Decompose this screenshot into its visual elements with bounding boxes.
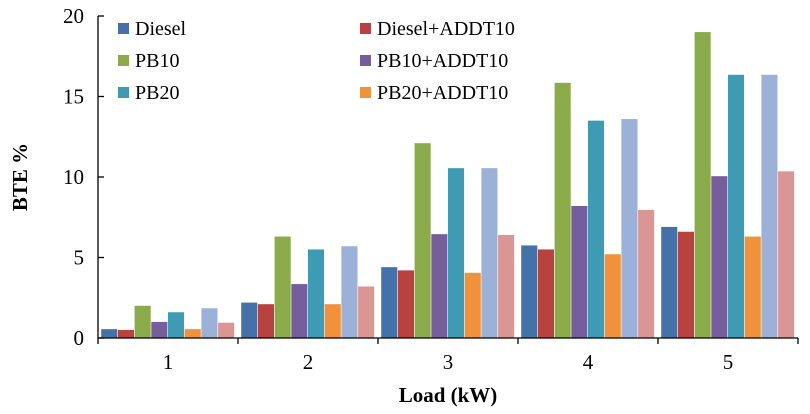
bar-s5-load-3	[448, 168, 465, 338]
bar-s6-load-1	[184, 329, 201, 338]
bar-s7-load-2	[341, 246, 358, 338]
legend-swatch	[118, 55, 129, 66]
legend-label: PB10+ADDT10	[377, 50, 508, 72]
bar-s1-load-3	[381, 267, 398, 338]
y-tick-label: 15	[63, 85, 84, 109]
bar-s3-load-4	[554, 82, 571, 338]
bar-s2-load-3	[397, 270, 414, 338]
x-tick-label: 4	[583, 350, 594, 374]
bar-s2-load-2	[257, 304, 274, 338]
bar-s6-load-5	[744, 236, 761, 338]
bar-s8-load-4	[638, 210, 655, 338]
bar-s3-load-2	[274, 236, 291, 338]
y-tick-label: 0	[74, 326, 85, 350]
bar-s1-load-4	[521, 245, 538, 338]
legend-label: Diesel+ADDT10	[377, 18, 515, 40]
bar-s8-load-5	[778, 171, 795, 338]
x-tick-label: 2	[303, 350, 314, 374]
legend-label: PB10	[135, 50, 179, 72]
bar-s6-load-3	[464, 272, 481, 338]
bar-s4-load-4	[571, 205, 588, 338]
bars-layer	[101, 32, 795, 339]
y-tick-label: 20	[63, 4, 84, 28]
bar-s1-load-1	[101, 329, 118, 338]
legend-label: PB20	[135, 82, 179, 104]
bar-s8-load-1	[218, 322, 235, 338]
legend-label: Diesel	[135, 18, 187, 40]
x-tick-label: 3	[443, 350, 454, 374]
bar-s7-load-3	[481, 168, 498, 338]
bar-s2-load-1	[117, 329, 134, 338]
bar-s3-load-1	[134, 305, 151, 338]
bar-s5-load-2	[308, 249, 325, 338]
bar-s8-load-2	[358, 286, 375, 338]
bar-s2-load-4	[537, 249, 554, 338]
bar-s5-load-4	[588, 120, 605, 339]
y-axis-title: BTE %	[8, 143, 32, 211]
bar-s7-load-5	[761, 74, 778, 338]
bar-s4-load-5	[711, 176, 728, 338]
bar-s4-load-3	[431, 234, 448, 338]
bar-s1-load-5	[661, 226, 678, 338]
bar-s5-load-5	[728, 74, 745, 338]
legend-swatch	[118, 23, 129, 34]
y-tick-label: 10	[63, 165, 84, 189]
y-tick-label: 5	[74, 246, 85, 270]
bar-s3-load-3	[414, 143, 431, 338]
bar-s4-load-2	[291, 284, 308, 338]
x-axis-title: Load (kW)	[399, 383, 498, 407]
x-tick-label: 5	[723, 350, 734, 374]
legend: Diesel Diesel+ADDT10 PB10 PB10+ADDT10 PB20 PB…	[118, 18, 515, 104]
bar-s2-load-5	[677, 231, 694, 338]
bar-s6-load-2	[324, 304, 341, 338]
legend-swatch	[360, 55, 371, 66]
legend-swatch	[360, 87, 371, 98]
bar-s1-load-2	[241, 302, 258, 338]
bar-s6-load-4	[604, 254, 621, 338]
bar-s4-load-1	[151, 321, 168, 338]
x-tick-label: 1	[163, 350, 174, 374]
bar-s8-load-3	[498, 234, 515, 338]
legend-swatch	[360, 23, 371, 34]
axes-layer	[97, 15, 799, 344]
bar-s3-load-5	[694, 32, 711, 338]
bar-s7-load-1	[201, 308, 218, 338]
bar-s7-load-4	[621, 119, 638, 338]
legend-label: PB20+ADDT10	[377, 82, 508, 104]
bar-s5-load-1	[168, 312, 185, 338]
legend-swatch	[118, 87, 129, 98]
tick-labels-layer: 0 5 10 15 20 1 2 3 4 5	[63, 4, 733, 374]
